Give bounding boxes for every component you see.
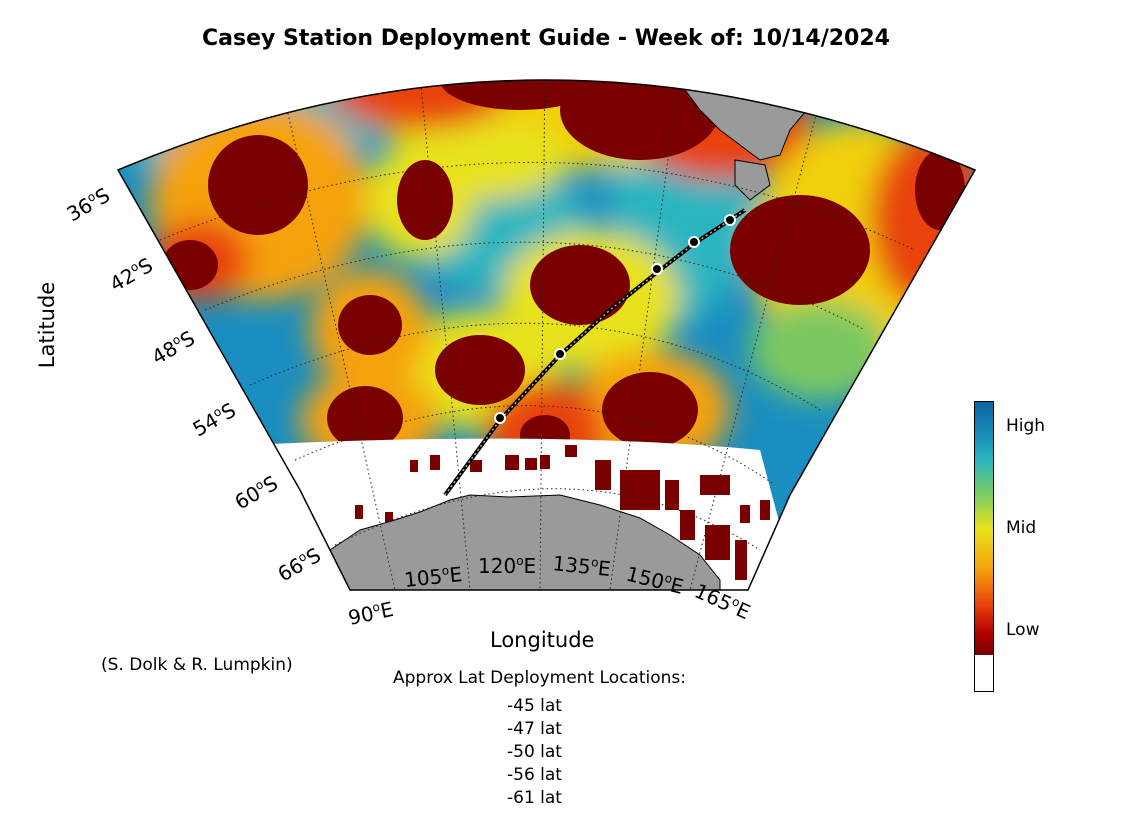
lat-tick-label: 66oS	[274, 543, 325, 587]
lon-tick-label: 105oE	[403, 562, 463, 592]
colorbar	[974, 401, 994, 692]
colorbar-label-low: Low	[1006, 620, 1040, 640]
lat-tick-label: 54oS	[189, 398, 240, 442]
deployment-location: -50 lat	[507, 742, 562, 762]
lat-tick-label: 60oS	[231, 471, 282, 515]
map-frame	[116, 79, 977, 591]
lon-tick-label: 90oE	[346, 597, 395, 630]
x-axis-label: Longitude	[490, 628, 595, 652]
ice-edge-patches	[355, 445, 770, 580]
deployment-location: -47 lat	[507, 719, 562, 739]
lat-tick-label: 48oS	[148, 326, 199, 370]
antarctica-land	[329, 494, 721, 590]
lat-tick-label: 42oS	[106, 253, 157, 297]
colorbar-label-mid: Mid	[1006, 518, 1037, 538]
lat-tick-label: 36oS	[63, 183, 114, 227]
ship-track-markers	[444, 209, 746, 496]
deployment-location: -45 lat	[507, 696, 562, 716]
deployment-location: -56 lat	[507, 765, 562, 785]
deployment-list: -45 lat -47 lat -50 lat -56 lat -61 lat	[507, 695, 562, 810]
credit-text: (S. Dolk & R. Lumpkin)	[101, 655, 293, 675]
lon-tick-label: 120oE	[478, 554, 536, 578]
chart-title: Casey Station Deployment Guide - Week of…	[202, 26, 890, 51]
sea-field	[118, 80, 975, 590]
lat-tick-labels: 36oS 42oS 48oS 54oS 60oS 66oS	[63, 183, 325, 587]
y-axis-label: Latitude	[35, 281, 59, 369]
deployment-location: -61 lat	[507, 788, 562, 808]
deployment-heading: Approx Lat Deployment Locations:	[393, 668, 687, 688]
colorbar-label-high: High	[1006, 416, 1046, 436]
deployment-points	[494, 214, 736, 424]
lon-tick-label: 135oE	[551, 551, 611, 581]
